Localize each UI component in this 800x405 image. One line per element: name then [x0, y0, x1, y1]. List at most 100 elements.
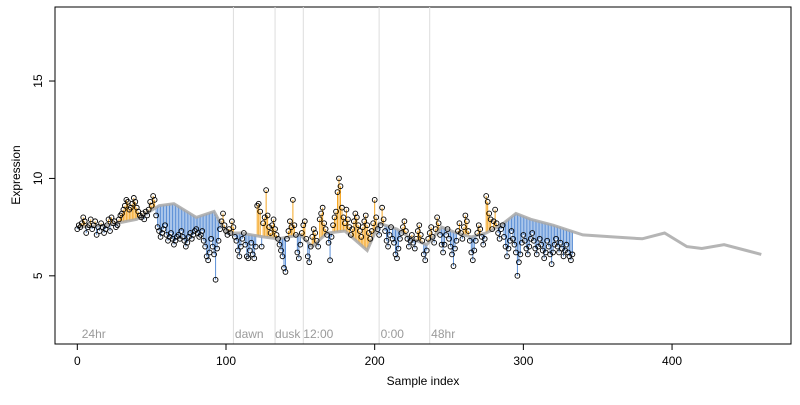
data-point	[391, 239, 397, 246]
data-point	[294, 249, 301, 256]
data-point	[104, 222, 110, 229]
data-point	[290, 196, 296, 203]
data-point	[541, 255, 548, 262]
data-point	[422, 257, 429, 264]
data-point	[270, 216, 277, 223]
data-point	[420, 251, 427, 258]
data-point	[501, 234, 507, 240]
y-tick-label: 10	[31, 171, 45, 185]
data-point	[504, 253, 510, 260]
data-point	[356, 228, 363, 234]
data-point	[408, 232, 415, 238]
data-point	[319, 204, 326, 211]
data-point	[252, 243, 259, 250]
data-point	[459, 235, 466, 242]
data-point	[395, 245, 402, 252]
data-point	[205, 257, 211, 264]
data-point	[229, 218, 235, 225]
data-point	[240, 230, 247, 236]
data-point	[444, 226, 451, 232]
data-point	[477, 226, 484, 232]
data-point	[107, 228, 113, 234]
data-point	[242, 241, 249, 248]
data-point	[272, 226, 278, 232]
data-point	[466, 237, 473, 244]
data-point	[239, 235, 246, 242]
data-point	[544, 237, 551, 244]
data-point	[309, 234, 316, 240]
data-point	[545, 243, 552, 250]
data-point	[284, 235, 290, 242]
data-point	[536, 235, 543, 242]
data-point	[148, 202, 155, 209]
data-point	[263, 187, 269, 193]
data-point	[114, 222, 121, 229]
data-point	[255, 200, 262, 207]
data-point	[472, 237, 479, 244]
data-point	[499, 222, 506, 229]
data-point	[514, 272, 521, 279]
data-point	[251, 255, 258, 262]
data-point	[333, 208, 339, 215]
data-point	[279, 253, 286, 260]
data-point	[493, 220, 500, 227]
data-point	[132, 198, 139, 205]
data-point	[331, 214, 338, 221]
data-point	[144, 212, 151, 219]
data-point	[349, 226, 356, 232]
data-point	[218, 218, 225, 225]
data-point	[306, 259, 313, 266]
data-point	[275, 235, 281, 242]
data-point	[440, 249, 446, 256]
data-point	[524, 251, 531, 258]
data-point	[481, 235, 488, 242]
data-point	[401, 218, 408, 225]
data-point	[426, 230, 433, 236]
data-point	[368, 228, 375, 234]
data-point	[325, 239, 332, 246]
data-point	[278, 247, 284, 254]
data-point	[474, 230, 481, 236]
x-tick-label: 200	[365, 354, 385, 368]
data-point	[315, 243, 322, 250]
data-point	[419, 237, 426, 244]
data-point	[122, 202, 128, 209]
data-point	[214, 245, 220, 252]
data-point	[200, 237, 207, 244]
data-point	[429, 234, 436, 240]
data-point	[431, 239, 438, 246]
data-point	[312, 230, 319, 236]
data-point	[465, 228, 472, 234]
data-point	[568, 257, 574, 264]
data-point	[145, 206, 152, 213]
data-point	[483, 193, 490, 199]
data-point	[400, 224, 406, 230]
data-point	[293, 232, 299, 238]
data-point	[563, 241, 570, 248]
data-point	[453, 237, 460, 244]
plot-frame	[54, 6, 792, 345]
data-point	[456, 220, 463, 227]
data-point	[282, 269, 289, 275]
data-point	[557, 239, 564, 246]
data-point	[211, 251, 217, 258]
data-point	[276, 241, 283, 248]
data-point	[291, 222, 298, 229]
data-point	[423, 247, 430, 254]
data-point	[153, 212, 159, 219]
data-point	[517, 251, 524, 258]
data-point	[560, 253, 567, 260]
data-point	[385, 243, 391, 250]
data-point	[435, 220, 442, 227]
annotation-label: 12:00	[303, 327, 333, 341]
data-point	[327, 257, 333, 264]
data-point	[469, 257, 476, 264]
data-point	[233, 237, 240, 244]
data-point	[413, 235, 420, 242]
data-point	[220, 210, 226, 217]
data-point	[321, 220, 327, 227]
data-point	[492, 206, 498, 213]
data-point	[322, 226, 329, 232]
